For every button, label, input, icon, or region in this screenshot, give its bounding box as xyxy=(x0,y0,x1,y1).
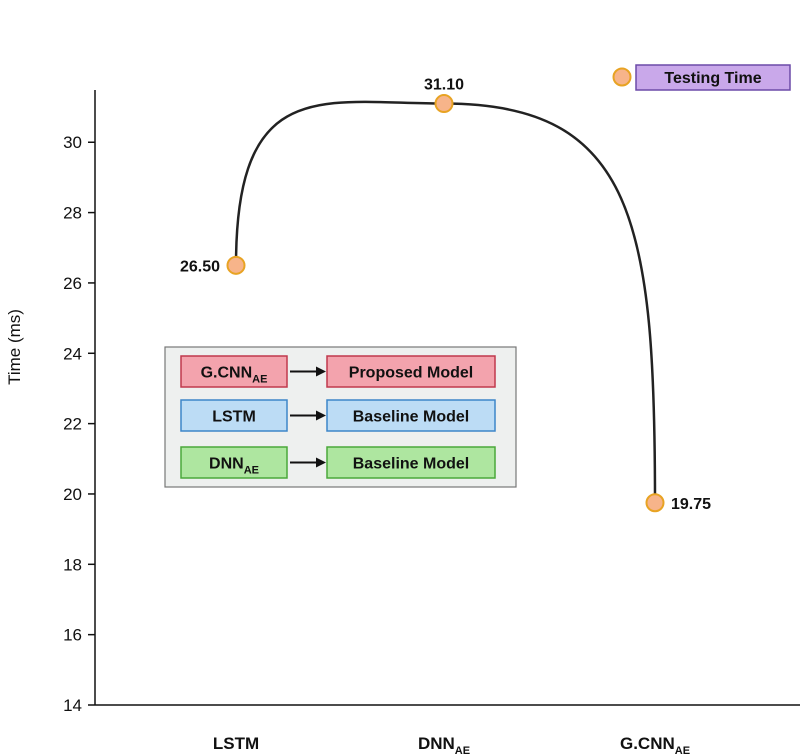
y-ticks: 14 16 18 20 22 24 26 28 30 xyxy=(63,133,95,715)
model-role-box xyxy=(326,446,496,479)
model-name-box xyxy=(180,399,288,432)
model-role-box xyxy=(326,399,496,432)
model-name: G.CNNAE xyxy=(201,365,268,386)
model-role: Proposed Model xyxy=(349,365,473,382)
model-arrow-icon xyxy=(316,366,326,377)
legend-marker xyxy=(612,67,632,87)
axes xyxy=(94,90,800,706)
data-label: 19.75 xyxy=(671,496,711,513)
y-tick-label: 18 xyxy=(63,555,82,574)
model-name: DNNAE xyxy=(209,456,259,477)
model-name: LSTM xyxy=(212,409,256,426)
model-arrow-icon xyxy=(316,410,326,421)
model-name-box xyxy=(180,446,288,479)
model-role: Baseline Model xyxy=(353,456,469,473)
model-role-box xyxy=(326,355,496,388)
model-role: Baseline Model xyxy=(353,409,469,426)
y-tick-label: 26 xyxy=(63,274,82,293)
x-tick-label: DNNAE xyxy=(418,734,470,755)
model-arrow-icon xyxy=(316,457,326,468)
y-tick-label: 20 xyxy=(63,485,82,504)
x-tick-label: LSTM xyxy=(213,734,259,753)
model-name-box xyxy=(180,355,288,388)
x-category-labels: LSTM DNNAE G.CNNAE xyxy=(213,734,690,755)
series-line-testing-time xyxy=(234,100,657,503)
x-tick-label: G.CNNAE xyxy=(620,734,690,755)
legend: Testing Time xyxy=(612,64,791,91)
y-tick-label: 24 xyxy=(63,344,82,363)
model-legend: G.CNNAE Proposed Model LSTM Baseline Model D… xyxy=(164,346,517,488)
data-point xyxy=(434,94,454,114)
y-tick-label: 30 xyxy=(63,133,82,152)
legend-box xyxy=(635,64,791,91)
data-label: 26.50 xyxy=(180,258,220,275)
data-points: 26.50 31.10 19.75 xyxy=(180,77,711,513)
y-axis-title: Time (ms) xyxy=(5,309,24,385)
y-tick-label: 28 xyxy=(63,204,82,223)
data-point xyxy=(226,255,246,275)
y-tick-label: 22 xyxy=(63,415,82,434)
legend-label: Testing Time xyxy=(664,70,761,87)
data-point xyxy=(645,493,665,513)
y-tick-label: 16 xyxy=(63,626,82,645)
y-tick-label: 14 xyxy=(63,696,82,715)
data-label: 31.10 xyxy=(424,77,464,94)
